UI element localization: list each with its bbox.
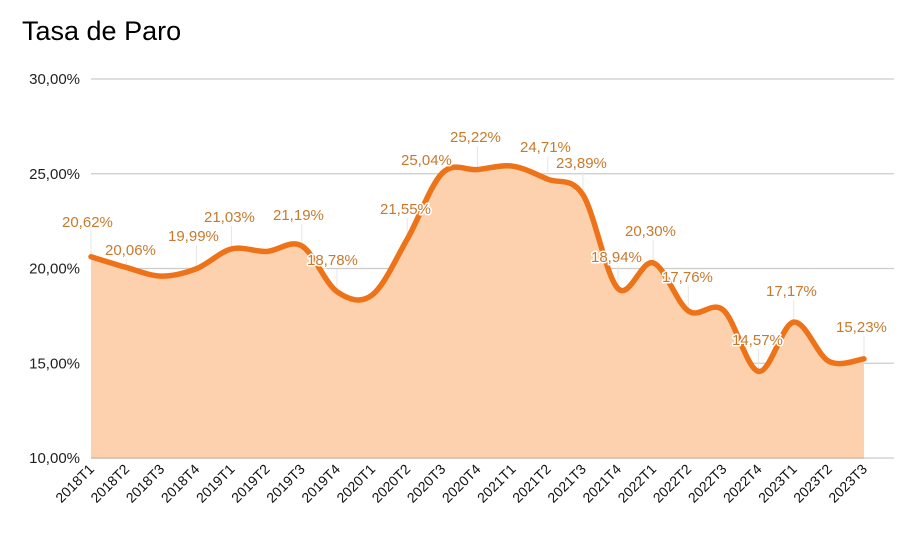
- data-label: 25,22%: [450, 129, 501, 146]
- y-tick-label: 20,00%: [29, 261, 80, 278]
- x-tick-label: 2019T1: [193, 461, 238, 506]
- data-label: 19,99%: [168, 228, 219, 245]
- chart-title: Tasa de Paro: [22, 16, 182, 46]
- data-label: 21,19%: [273, 207, 324, 224]
- data-label: 20,06%: [105, 242, 156, 259]
- x-tick-label: 2019T3: [263, 461, 308, 506]
- x-tick-label: 2020T3: [404, 461, 449, 506]
- series-area: [91, 165, 864, 458]
- y-tick-label: 10,00%: [29, 450, 80, 467]
- x-tick-label: 2023T3: [825, 461, 870, 506]
- data-label: 21,03%: [204, 209, 255, 226]
- x-tick-label: 2023T2: [790, 461, 835, 506]
- x-tick-label: 2022T4: [720, 461, 765, 506]
- x-tick-label: 2018T2: [87, 461, 132, 506]
- x-tick-label: 2023T1: [755, 461, 800, 506]
- x-tick-label: 2022T1: [614, 461, 659, 506]
- data-label: 20,62%: [62, 214, 113, 231]
- data-label: 14,57%: [732, 332, 783, 349]
- x-tick-label: 2019T2: [228, 461, 273, 506]
- x-tick-label: 2021T1: [474, 461, 519, 506]
- x-tick-label: 2021T2: [509, 461, 554, 506]
- x-tick-label: 2021T4: [579, 461, 624, 506]
- x-tick-label: 2018T1: [52, 461, 97, 506]
- x-tick-label: 2020T2: [368, 461, 413, 506]
- data-label: 24,71%: [520, 139, 571, 156]
- x-tick-label: 2020T4: [439, 461, 484, 506]
- data-label: 17,17%: [766, 283, 817, 300]
- x-tick-label: 2018T3: [123, 461, 168, 506]
- y-tick-label: 25,00%: [29, 166, 80, 183]
- data-label: 17,76%: [662, 269, 713, 286]
- data-label: 18,78%: [307, 252, 358, 269]
- data-label: 15,23%: [836, 319, 887, 336]
- x-tick-label: 2022T2: [650, 461, 695, 506]
- data-label: 18,94%: [591, 249, 642, 266]
- data-label: 25,04%: [401, 152, 452, 169]
- data-label: 21,55%: [380, 201, 431, 218]
- x-tick-label: 2020T1: [333, 461, 378, 506]
- y-tick-label: 30,00%: [29, 71, 80, 88]
- series-line: [88, 163, 867, 375]
- y-axis: 10,00% 15,00% 20,00% 25,00% 30,00%: [29, 71, 894, 467]
- x-axis: 2018T12018T22018T32018T42019T12019T22019…: [52, 461, 870, 506]
- y-tick-label: 15,00%: [29, 355, 80, 372]
- data-label: 20,30%: [625, 223, 676, 240]
- data-label: 23,89%: [556, 155, 607, 172]
